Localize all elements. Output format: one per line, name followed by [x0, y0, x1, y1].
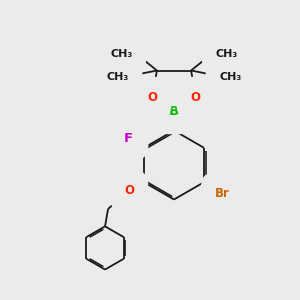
Text: O: O [124, 184, 134, 197]
Text: O: O [190, 91, 201, 104]
Text: F: F [124, 132, 133, 145]
Text: CH₃: CH₃ [219, 71, 241, 82]
Text: CH₃: CH₃ [107, 71, 129, 82]
Text: Br: Br [215, 187, 230, 200]
Text: CH₃: CH₃ [215, 49, 237, 59]
Text: B: B [169, 105, 179, 119]
Text: O: O [147, 91, 158, 104]
Text: CH₃: CH₃ [111, 49, 133, 59]
